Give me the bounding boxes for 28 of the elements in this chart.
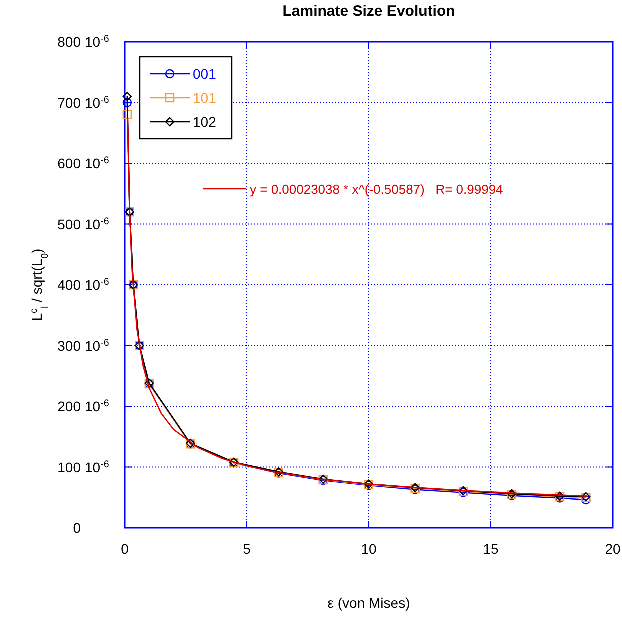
x-tick-label: 15 <box>483 541 499 557</box>
x-tick-label: 0 <box>121 541 130 557</box>
text: 10$^{-6}$ <box>85 216 110 232</box>
y-tick-label: 500 <box>58 216 82 232</box>
x-tick-label: 5 <box>243 541 252 557</box>
y-tick-label: 0 <box>73 520 82 536</box>
y-tick-label: 300 <box>58 338 82 354</box>
y-tick-label: 800 <box>58 34 82 50</box>
y-tick-label: 400 <box>58 277 82 293</box>
y-tick-label: 700 <box>58 94 82 111</box>
y-tick-label: 200 <box>58 398 82 414</box>
legend-label: 101 <box>193 90 217 106</box>
chart-title: Laminate Size Evolution <box>282 3 456 20</box>
text: 10$^{-6}$ <box>85 94 110 111</box>
y-tick-label: 100 <box>58 459 82 476</box>
legend-label: y = 0.00023038 * x^(-0.50587) R= 0.99994 <box>250 182 504 197</box>
legend-label: 102 <box>193 114 217 130</box>
x-axis-title: ε (von Mises) <box>328 595 410 611</box>
text: 10$^{-6}$ <box>85 155 110 172</box>
text: 10$^{-6}$ <box>85 34 110 50</box>
y-tick-label: 600 <box>58 156 82 172</box>
text: 10$^{-6}$ <box>85 458 110 476</box>
text: 10$^{-6}$ <box>85 337 110 354</box>
x-tick-label: 20 <box>605 541 621 557</box>
text: 10$^{-6}$ <box>85 398 110 414</box>
text: 10$^{-6}$ <box>85 276 110 293</box>
x-tick-label: 10 <box>361 541 377 557</box>
legend-label: 001 <box>193 66 217 82</box>
